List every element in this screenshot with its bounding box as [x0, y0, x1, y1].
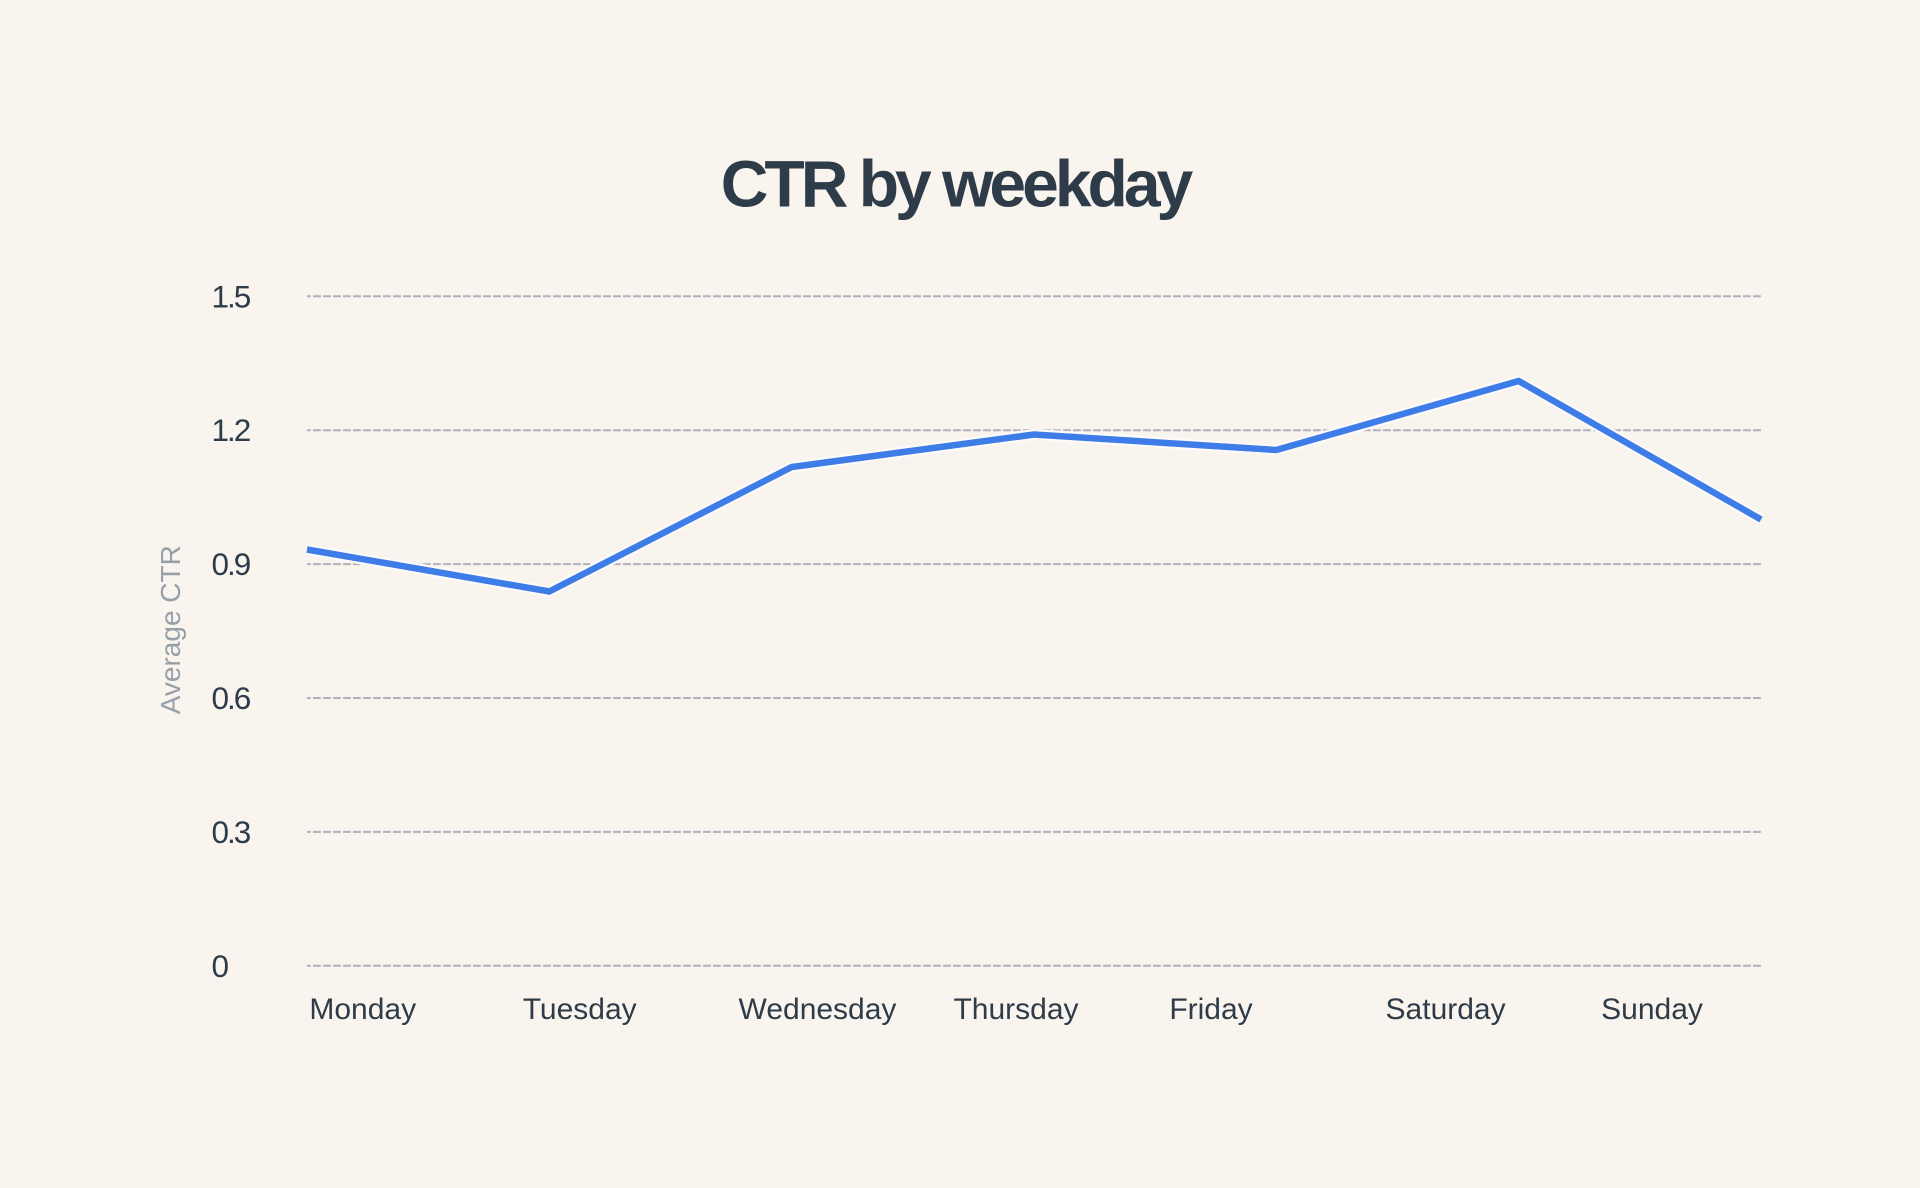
svg-text:Monday: Monday — [309, 993, 416, 1026]
svg-text:0: 0 — [212, 948, 229, 984]
svg-text:Thursday: Thursday — [953, 993, 1078, 1026]
svg-text:1.2: 1.2 — [212, 412, 250, 448]
svg-text:Sunday: Sunday — [1601, 993, 1703, 1026]
svg-text:0.6: 0.6 — [212, 680, 251, 716]
svg-text:CTR by weekday: CTR by weekday — [721, 147, 1194, 221]
svg-text:Wednesday: Wednesday — [739, 993, 897, 1026]
svg-text:Friday: Friday — [1169, 993, 1252, 1026]
svg-text:0.3: 0.3 — [212, 814, 251, 850]
svg-text:1.5: 1.5 — [212, 278, 251, 314]
svg-text:0.9: 0.9 — [212, 546, 251, 582]
svg-text:Tuesday: Tuesday — [523, 993, 637, 1026]
svg-text:Average CTR: Average CTR — [155, 545, 186, 714]
svg-text:Saturday: Saturday — [1386, 993, 1506, 1026]
